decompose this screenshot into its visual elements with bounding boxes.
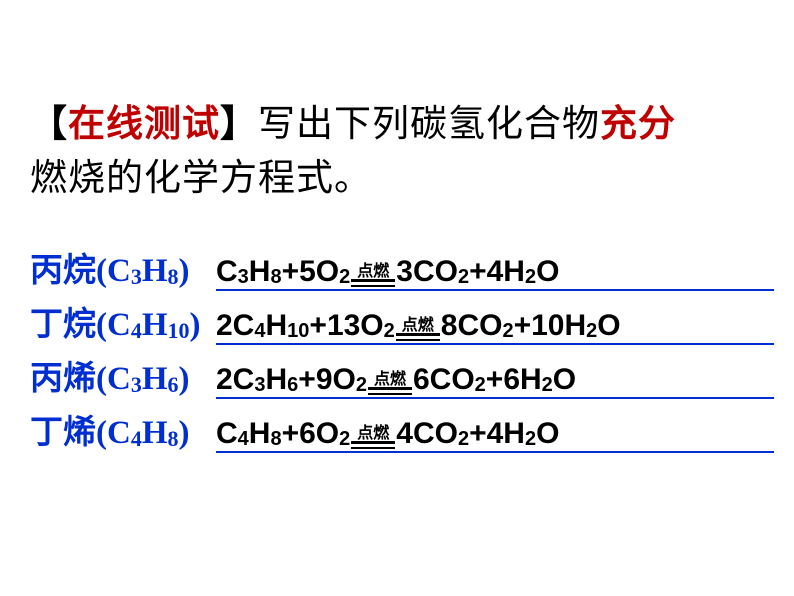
equation-row: 丙烷(C3H8)C3H8+5O2点燃3CO2+4H2O xyxy=(30,243,794,291)
equation-underline: C4H8+6O2点燃4CO2+4H2O xyxy=(216,407,774,453)
equation-list: 丙烷(C3H8)C3H8+5O2点燃3CO2+4H2O丁烷(C4H10)2C4H… xyxy=(30,243,794,453)
equation-underline: 2C4H10+13O2点燃8CO2+10H2O xyxy=(216,299,774,345)
equation-underline: C3H8+5O2点燃3CO2+4H2O xyxy=(216,245,774,291)
title-mid: 写出下列碳氢化合物 xyxy=(258,104,600,145)
equation: C4H8+6O2点燃4CO2+4H2O xyxy=(216,419,559,449)
condition-ignite: 点燃 xyxy=(396,318,440,341)
condition-ignite: 点燃 xyxy=(351,264,395,287)
bracket-close: 】 xyxy=(220,104,258,145)
compound-label: 丁烯(C4H8) xyxy=(30,405,216,453)
equation-row: 丁烯(C4H8)C4H8+6O2点燃4CO2+4H2O xyxy=(30,405,794,453)
equation-row: 丙烯(C3H6)2C3H6+9O2点燃6CO2+6H2O xyxy=(30,351,794,399)
compound-label: 丁烷(C4H10) xyxy=(30,297,216,345)
equation: C3H8+5O2点燃3CO2+4H2O xyxy=(216,257,559,287)
compound-label: 丙烷(C3H8) xyxy=(30,243,216,291)
bracket-open: 【 xyxy=(30,104,68,145)
equation-underline: 2C3H6+9O2点燃6CO2+6H2O xyxy=(216,353,774,399)
equation-row: 丁烷(C4H10)2C4H10+13O2点燃8CO2+10H2O xyxy=(30,297,794,345)
title-red-2: 充分 xyxy=(600,104,676,145)
equation: 2C3H6+9O2点燃6CO2+6H2O xyxy=(216,365,576,395)
condition-ignite: 点燃 xyxy=(368,372,412,395)
compound-label: 丙烯(C3H6) xyxy=(30,351,216,399)
equation: 2C4H10+13O2点燃8CO2+10H2O xyxy=(216,311,621,341)
title-red-1: 在线测试 xyxy=(68,104,220,145)
condition-ignite: 点燃 xyxy=(351,426,395,449)
title-line2: 燃烧的化学方程式。 xyxy=(30,158,372,199)
question-title: 【在线测试】写出下列碳氢化合物充分燃烧的化学方程式。 xyxy=(30,98,794,205)
